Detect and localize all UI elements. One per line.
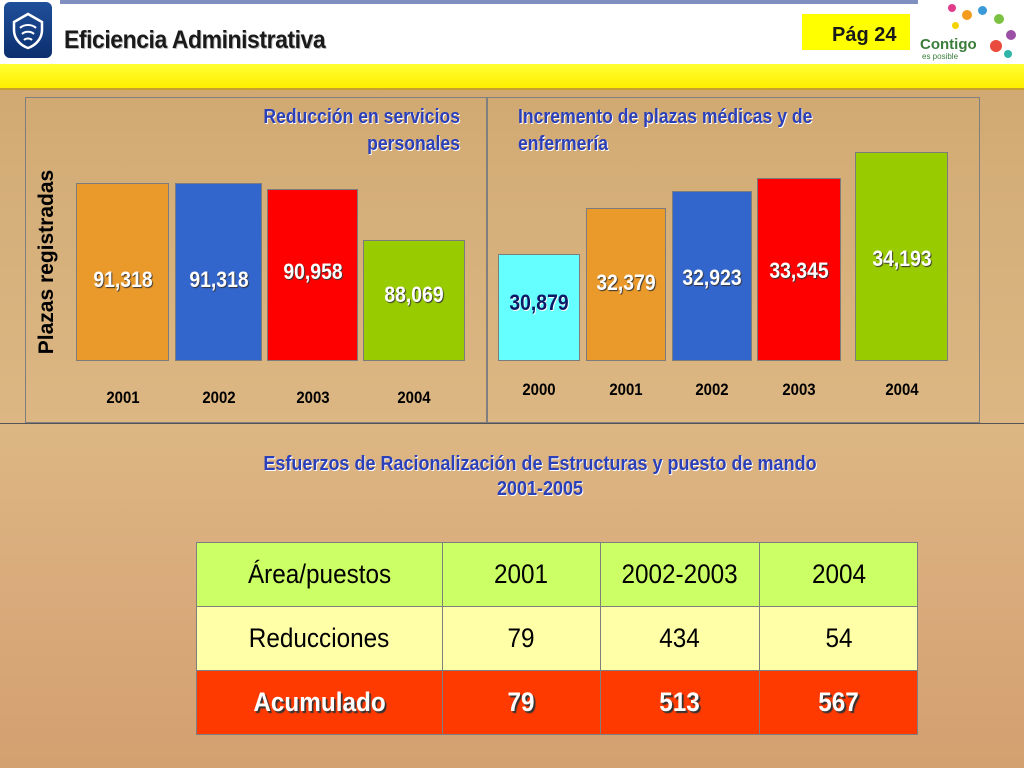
brand-dot-icon [952,22,959,29]
chart-title: Incremento de plazas médicas y de enferme… [518,106,813,155]
bar-value-label: 88,069 [384,281,444,307]
chart-bar [672,191,752,361]
brand-name: Contigo [920,36,977,53]
chart-bar [855,152,948,361]
chart-bar [757,178,841,361]
brand-dot-icon [990,40,1002,52]
bar-value-label: 91,318 [188,266,249,292]
table-row: Acumulado 79 513 567 [196,670,918,735]
chart-bar [76,182,169,361]
header-top-rule [60,0,920,4]
table-cell: 434 [599,606,761,671]
table-cell: Reducciones [196,606,443,671]
x-tick-label: 2004 [397,388,431,407]
table-cell: Acumulado [196,670,443,735]
brand-dot-icon [994,14,1004,24]
brand-dot-icon [1006,30,1016,40]
bar-value-label: 91,318 [92,266,153,292]
table-header-cell: 2002-2003 [599,542,761,607]
bar-value-label: 90,958 [282,259,343,285]
section-title-line2: 2001-2005 [496,478,584,500]
brand-dot-icon [962,10,972,20]
table-header-cell: 2004 [759,542,918,607]
x-tick-label: 2001 [609,380,643,399]
bar-value-label: 34,193 [871,246,932,272]
page-number: Pág 24 [832,24,897,46]
brand-dot-icon [1004,50,1012,58]
table-cell: 79 [441,606,601,671]
table-cell: 567 [759,670,918,735]
chart-panel-reduccion [25,97,487,423]
section-divider [0,423,1024,424]
bar-value-label: 32,379 [596,270,656,296]
table-cell: 513 [599,670,761,735]
section-title-line1: Esfuerzos de Racionalización de Estructu… [263,453,817,475]
table-header-row: Área/puestos 2001 2002-2003 2004 [196,542,918,607]
brand-dot-icon [948,4,956,12]
x-tick-label: 2002 [695,380,729,399]
data-table: Área/puestos 2001 2002-2003 2004 Reducci… [196,542,918,735]
table-row: Reducciones 79 434 54 [196,606,918,671]
chart-bar [175,182,262,361]
x-tick-label: 2002 [201,388,236,407]
x-tick-label: 2001 [105,388,140,407]
table-cell: 54 [759,606,918,671]
bar-value-label: 33,345 [769,258,829,284]
table-header-cell: Área/puestos [196,542,443,607]
page-title: Eficiencia Administrativa [64,26,326,54]
x-tick-label: 2003 [782,380,816,399]
page-badge [802,14,910,50]
chart-bar [498,254,580,361]
bar-value-label: 32,923 [682,265,742,291]
x-tick-label: 2000 [522,380,556,399]
chart-bar [586,208,666,361]
x-tick-label: 2004 [884,380,919,399]
table-cell: 79 [441,670,601,735]
y-axis-label: Plazas registradas [35,169,58,355]
table-header-cell: 2001 [441,542,601,607]
header-accent-bar [0,64,1024,90]
bar-value-label: 30,879 [509,290,569,316]
section-title: Esfuerzos de Racionalización de Estructu… [190,452,890,502]
chart-bar [267,189,358,361]
chart-title: Reducción en servicios personales [263,106,460,155]
brand-tagline: es posible [922,52,959,61]
logo [0,0,56,62]
chart-panel-incremento [487,97,980,423]
institution-logo-icon [4,2,52,58]
x-tick-label: 2003 [295,388,330,407]
brand-dot-icon [978,6,987,15]
chart-bar [363,239,465,361]
